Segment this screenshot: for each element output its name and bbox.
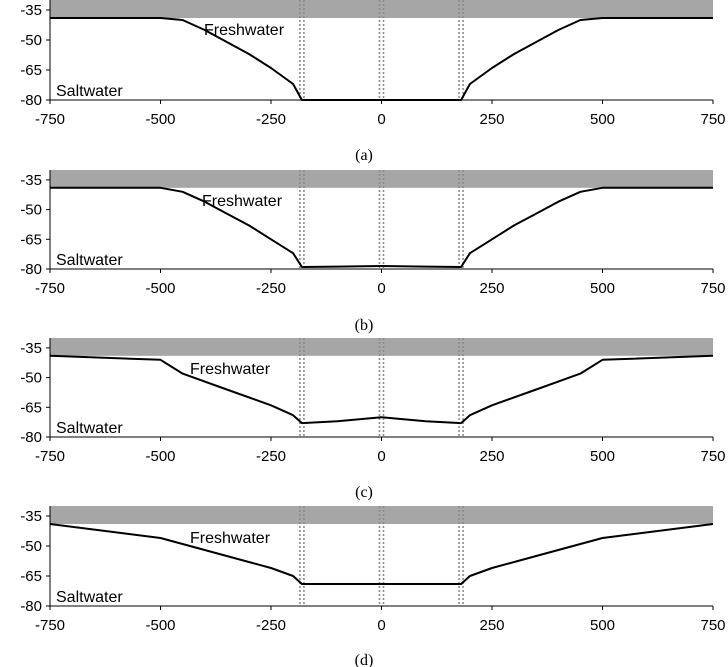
x-tick-label: -250 [256,280,286,297]
x-tick-label: -750 [35,448,65,465]
zone-label-freshwater: Freshwater [190,361,271,378]
y-tick-label: -35 [20,508,42,525]
x-tick-label: 750 [700,448,725,465]
x-tick-label: 250 [479,280,504,297]
shaded-band [50,170,713,188]
panel-caption: (c) [355,484,373,501]
x-tick-label: 0 [377,280,385,297]
y-tick-label: -80 [20,92,42,109]
x-tick-label: -250 [256,617,286,634]
x-tick-label: 250 [479,111,504,128]
y-tick-label: -50 [20,202,42,219]
y-tick-label: -50 [20,370,42,387]
y-tick-label: -35 [20,2,42,19]
shaded-band [50,506,713,524]
x-tick-label: 500 [590,111,615,128]
chart-panel: -35 -50 -65 -80 -750 -500 -250 0 250 500 750 Freshw… [20,338,726,501]
x-tick-label: 750 [700,280,725,297]
zone-label-saltwater: Saltwater [56,420,123,437]
x-tick-label: 750 [700,617,725,634]
y-tick-label: -80 [20,261,42,278]
zone-label-freshwater: Freshwater [204,22,285,39]
x-tick-label: -500 [145,280,175,297]
zone-label-saltwater: Saltwater [56,83,123,100]
y-tick-label: -50 [20,32,42,49]
y-tick-label: -35 [20,172,42,189]
chart-panel: -35 -50 -65 -80 -750 -500 -250 0 250 500 750 Freshw… [20,506,726,667]
x-tick-label: -500 [145,617,175,634]
chart-panel: -35 -50 -65 -80 -750 -500 -250 0 250 500 750 Freshw… [20,0,726,164]
x-tick-label: 0 [377,448,385,465]
zone-label-freshwater: Freshwater [190,530,271,547]
zone-label-freshwater: Freshwater [202,193,283,210]
x-tick-label: -500 [145,111,175,128]
y-tick-label: -50 [20,538,42,555]
x-tick-label: -250 [256,448,286,465]
x-tick-label: 500 [590,617,615,634]
x-tick-label: -500 [145,448,175,465]
x-tick-label: 250 [479,448,504,465]
panel-caption: (a) [355,147,373,164]
x-tick-label: 0 [377,111,385,128]
interface-line [49,354,714,425]
panel-caption: (b) [355,317,374,334]
y-tick-label: -65 [20,62,42,79]
zone-label-saltwater: Saltwater [56,252,123,269]
panel-caption: (d) [355,652,374,667]
interface-line [50,17,713,101]
y-tick-label: -80 [20,429,42,446]
zone-label-saltwater: Saltwater [56,589,123,606]
x-tick-label: 0 [377,617,385,634]
shaded-band [50,0,713,18]
x-tick-label: -750 [35,280,65,297]
chart-panel: -35 -50 -65 -80 -750 -500 -250 0 250 500 750 Freshw… [20,170,726,334]
x-tick-label: 500 [590,280,615,297]
y-tick-label: -65 [20,399,42,416]
y-tick-label: -80 [20,598,42,615]
x-tick-label: 750 [700,111,725,128]
y-tick-label: -65 [20,568,42,585]
x-tick-label: 500 [590,448,615,465]
x-tick-label: -750 [35,617,65,634]
y-tick-label: -35 [20,340,42,357]
interface-line [49,523,714,585]
x-tick-label: -750 [35,111,65,128]
x-tick-label: 250 [479,617,504,634]
x-tick-label: -250 [256,111,286,128]
y-tick-label: -65 [20,231,42,248]
interface-line [50,186,713,268]
shaded-band [50,338,713,356]
